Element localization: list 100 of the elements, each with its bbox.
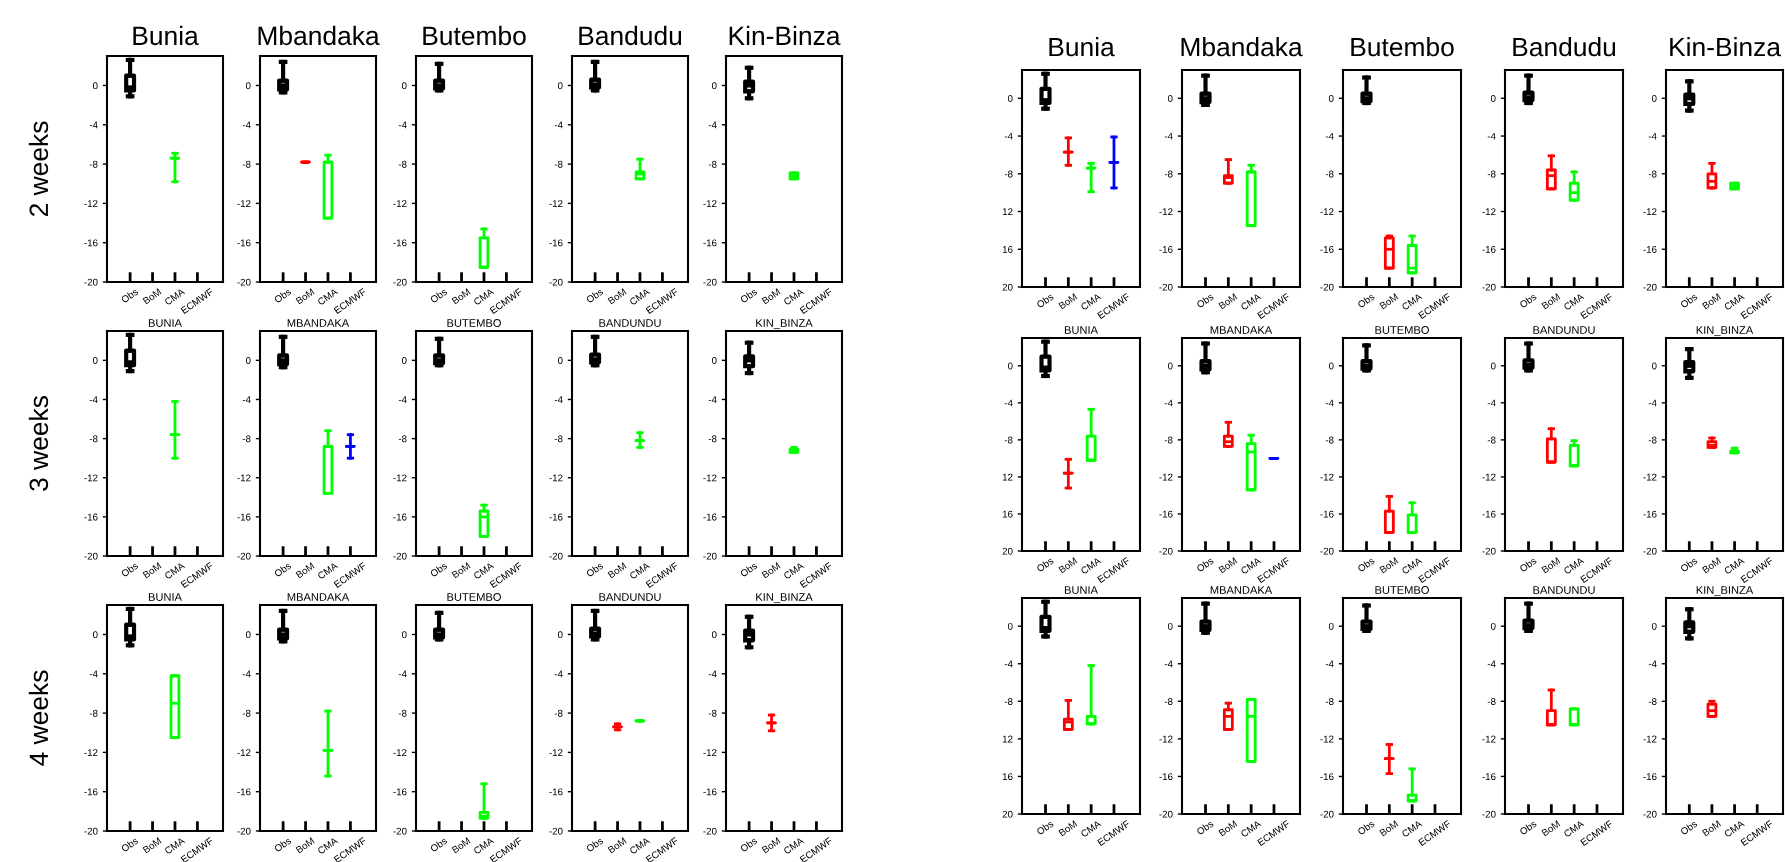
x-tick-label: BoM xyxy=(607,562,627,579)
y-tick-label: -16 xyxy=(84,513,98,521)
y-tick-label: -20 xyxy=(1320,547,1334,555)
y-tick-label: -12 xyxy=(84,474,98,482)
x-tick-label: BoM xyxy=(1218,820,1238,837)
x-tick-label: BoM xyxy=(1379,820,1399,837)
y-tick-label: -20 xyxy=(549,278,563,286)
y-tick-label: 0 xyxy=(401,82,407,90)
y-tick-label: -16 xyxy=(393,788,407,796)
y-tick-label: 16 xyxy=(1002,773,1013,781)
y-tick-label: 0 xyxy=(1328,622,1334,630)
y-axis-title: 4 weeks xyxy=(28,670,49,766)
y-tick-label: -20 xyxy=(1159,810,1173,818)
x-tick-label: BoM xyxy=(1702,820,1721,837)
y-tick-label: -16 xyxy=(1482,245,1496,253)
y-tick-label: -12 xyxy=(1643,735,1657,743)
y-tick-label: -16 xyxy=(1320,773,1334,781)
y-tick-label: -4 xyxy=(1487,132,1496,140)
y-tick-label: -4 xyxy=(554,396,563,403)
x-tick-label: Obs xyxy=(273,561,292,578)
y-tick-label: -16 xyxy=(703,513,717,521)
y-tick-label: -4 xyxy=(708,396,717,403)
chart-title: Bunia xyxy=(133,25,199,46)
y-tick-label: -12 xyxy=(1320,735,1334,743)
y-tick-label: -20 xyxy=(703,827,717,835)
x-tick-label: Obs xyxy=(1679,819,1698,836)
x-tick-label: BoM xyxy=(1058,557,1078,574)
y-tick-label: -8 xyxy=(708,435,717,443)
chart-title: BUTEMBO xyxy=(447,319,501,327)
y-tick-label: -4 xyxy=(1164,399,1173,407)
y-tick-label: -4 xyxy=(1648,660,1657,668)
y-tick-label: -16 xyxy=(1482,510,1496,518)
x-tick-label: Obs xyxy=(120,561,139,578)
y-tick-label: -8 xyxy=(89,160,98,168)
y-tick-label: -12 xyxy=(393,200,407,207)
y-tick-label: -16 xyxy=(237,239,251,247)
chart-title: Bandudu xyxy=(579,25,682,46)
y-tick-label: 0 xyxy=(1651,622,1657,630)
y-tick-label: 0 xyxy=(1328,95,1334,102)
x-tick-label: BoM xyxy=(1702,557,1721,574)
y-tick-label: -4 xyxy=(1648,399,1657,407)
y-tick-label: 0 xyxy=(1007,95,1013,102)
y-tick-label: -16 xyxy=(237,513,251,521)
y-tick-label: -12 xyxy=(1482,473,1496,481)
x-tick-label: Obs xyxy=(1195,292,1215,309)
x-tick-label: Obs xyxy=(1035,556,1055,573)
y-tick-label: 0 xyxy=(711,82,717,90)
x-tick-label: Obs xyxy=(273,287,292,304)
y-tick-label: -4 xyxy=(242,670,251,678)
chart-title: BUNIA xyxy=(1064,586,1098,594)
y-axis-title: 2 weeks xyxy=(28,121,49,217)
y-tick-label: 12 xyxy=(1002,473,1013,481)
chart-title: BUTEMBO xyxy=(447,593,501,601)
x-tick-label: BoM xyxy=(451,562,471,579)
y-tick-label: -12 xyxy=(1643,208,1657,216)
y-tick-label: -16 xyxy=(237,788,251,796)
chart-title: Kin-Binza xyxy=(729,25,841,46)
y-tick-label: 0 xyxy=(1007,622,1013,630)
y-tick-label: -20 xyxy=(393,278,407,286)
chart-title: BANDUNDU xyxy=(1533,586,1595,594)
y-tick-label: -4 xyxy=(242,396,251,403)
y-tick-label: -8 xyxy=(1487,436,1496,444)
x-tick-label: Obs xyxy=(1035,292,1055,309)
y-tick-label: -20 xyxy=(1159,547,1173,555)
y-tick-label: -16 xyxy=(1159,245,1173,253)
y-tick-label: -20 xyxy=(393,827,407,835)
y-tick-label: 16 xyxy=(1002,510,1013,518)
x-tick-label: Obs xyxy=(585,561,604,578)
y-tick-label: -8 xyxy=(1325,170,1334,178)
y-tick-label: -8 xyxy=(1004,170,1013,178)
y-tick-label: -4 xyxy=(398,670,407,678)
y-tick-label: -12 xyxy=(393,474,407,482)
y-tick-label: -12 xyxy=(1159,208,1173,216)
x-tick-label: Obs xyxy=(739,561,758,578)
y-tick-label: -4 xyxy=(1325,399,1334,407)
y-tick-label: -8 xyxy=(89,435,98,443)
y-tick-label: 0 xyxy=(1167,95,1173,102)
y-tick-label: -12 xyxy=(1482,735,1496,743)
chart-title: BUNIA xyxy=(1064,326,1098,334)
y-tick-label: -8 xyxy=(708,709,717,717)
x-tick-label: Obs xyxy=(1035,819,1055,836)
y-tick-label: 0 xyxy=(1328,362,1334,370)
y-tick-label: -12 xyxy=(84,749,98,756)
y-tick-label: -12 xyxy=(549,474,563,482)
x-tick-label: BoM xyxy=(1218,293,1238,310)
y-tick-label: -20 xyxy=(1482,810,1496,818)
y-tick-label: -8 xyxy=(554,435,563,443)
x-tick-label: BoM xyxy=(1379,557,1399,574)
y-tick-label: -12 xyxy=(237,474,251,482)
chart-title: BANDUNDU xyxy=(599,593,661,601)
y-tick-label: -20 xyxy=(549,552,563,560)
x-tick-label: BoM xyxy=(1541,820,1561,837)
y-tick-label: -8 xyxy=(1648,698,1657,705)
y-tick-label: -8 xyxy=(1487,698,1496,705)
x-tick-label: Obs xyxy=(273,836,292,853)
x-tick-label: Obs xyxy=(1518,292,1538,309)
y-tick-label: -12 xyxy=(237,200,251,207)
x-tick-label: Obs xyxy=(585,287,604,304)
y-tick-label: 0 xyxy=(245,631,251,639)
y-tick-label: 0 xyxy=(401,357,407,364)
